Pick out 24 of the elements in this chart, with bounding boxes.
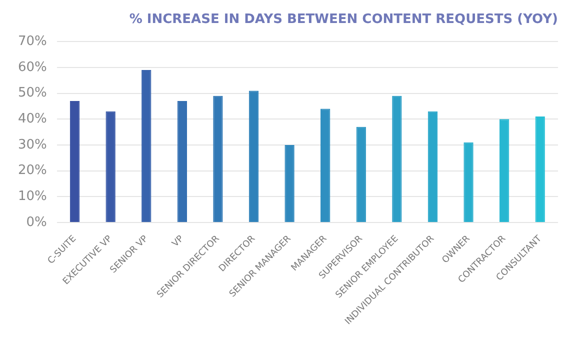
y-tick-label: 10% xyxy=(18,189,47,204)
bar xyxy=(248,90,259,222)
bar xyxy=(464,142,474,222)
bar xyxy=(213,96,223,222)
bar xyxy=(106,111,116,222)
x-tick-label: VP xyxy=(170,234,186,250)
bar xyxy=(320,108,330,222)
bar xyxy=(142,70,152,222)
bar xyxy=(70,101,80,222)
y-tick-label: 50% xyxy=(18,86,47,101)
bar xyxy=(392,96,402,222)
bar xyxy=(428,111,438,222)
chart-title: % INCREASE IN DAYS BETWEEN CONTENT REQUESTS (YOY) xyxy=(129,12,558,28)
y-tick-label: 40% xyxy=(18,112,47,126)
bar xyxy=(499,119,510,222)
y-tick-label: 0% xyxy=(26,214,47,230)
y-tick-label: 20% xyxy=(18,163,47,178)
bar xyxy=(284,144,294,222)
bar xyxy=(535,116,545,222)
bar xyxy=(356,126,366,222)
y-tick-label: 70% xyxy=(18,34,47,49)
y-tick-label: 60% xyxy=(18,60,47,75)
bar xyxy=(177,101,188,222)
y-tick-label: 30% xyxy=(18,137,47,152)
